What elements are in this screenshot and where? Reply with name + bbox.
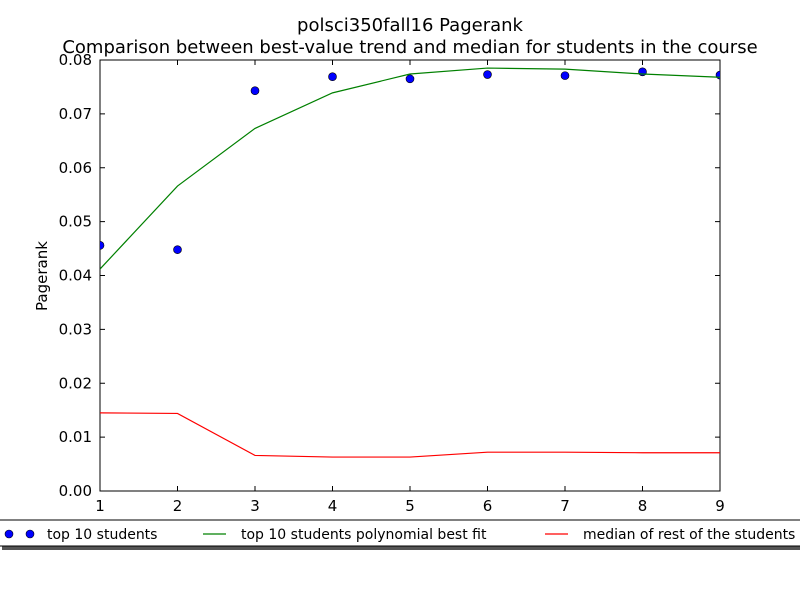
y-tick-label: 0.01 xyxy=(59,428,92,446)
plot-frame xyxy=(99,59,721,492)
legend-entry: top 10 students polynomial best fit xyxy=(203,527,487,543)
series-line-2 xyxy=(100,412,720,458)
series-layer xyxy=(100,67,720,458)
data-point xyxy=(100,241,105,250)
data-point xyxy=(405,74,415,84)
x-tick-label: 8 xyxy=(638,497,648,515)
x-tick-label: 5 xyxy=(405,497,415,515)
data-point xyxy=(715,70,720,80)
y-tick-label: 0.07 xyxy=(59,105,92,123)
data-point xyxy=(560,71,570,80)
x-tick-label: 2 xyxy=(173,497,183,515)
y-tick-label: 0.00 xyxy=(59,482,92,500)
legend-label: median of rest of the students xyxy=(583,527,795,543)
series-line-1 xyxy=(100,67,720,270)
y-tick-label: 0.04 xyxy=(59,267,92,285)
plot-area: 0.00 0.01 0.02 0.03 0.04 0.05 0.06 0.07 0.08 1 2 3 4… xyxy=(59,51,725,515)
data-point xyxy=(250,86,260,96)
data-point xyxy=(483,70,492,79)
x-tick-label: 3 xyxy=(250,497,260,515)
x-tick-label: 4 xyxy=(328,497,338,515)
legend: top 10 students top 10 students polynomia… xyxy=(0,519,800,550)
x-tick-label: 1 xyxy=(95,497,105,515)
chart-title: polsci350fall16 Pagerank xyxy=(297,15,523,36)
legend-marker xyxy=(4,529,14,539)
legend-label: top 10 students xyxy=(47,527,157,543)
y-tick-label: 0.05 xyxy=(59,213,92,231)
x-tick-label: 7 xyxy=(560,497,570,515)
legend-box xyxy=(0,519,800,547)
data-point xyxy=(173,245,182,254)
x-tick-label: 6 xyxy=(483,497,493,515)
chart-subtitle: Comparison between best-value trend and … xyxy=(62,37,757,58)
legend-entry: top 10 students xyxy=(4,527,157,543)
x-tick-label: 9 xyxy=(715,497,725,515)
y-axis-label: Pagerank xyxy=(33,241,51,311)
legend-label: top 10 students polynomial best fit xyxy=(241,527,487,543)
y-tick-label: 0.06 xyxy=(59,159,92,177)
legend-entry: median of rest of the students xyxy=(545,527,795,543)
y-tick-label: 0.03 xyxy=(59,320,92,338)
legend-marker xyxy=(25,529,35,539)
data-point xyxy=(328,72,337,82)
y-tick-label: 0.02 xyxy=(59,374,92,392)
y-tick-label: 0.08 xyxy=(59,51,92,69)
